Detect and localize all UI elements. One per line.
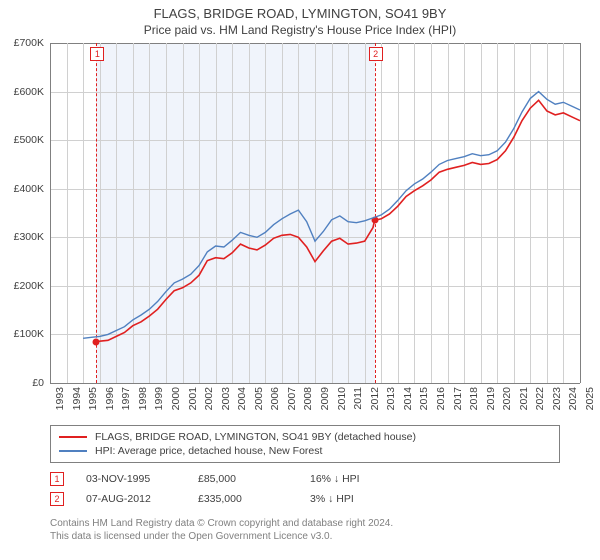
x-tick-label: 2014	[402, 387, 414, 410]
footer-line: Contains HM Land Registry data © Crown c…	[50, 517, 600, 530]
x-tick-label: 2004	[236, 387, 248, 410]
x-tick-label: 1998	[137, 387, 149, 410]
legend-label: HPI: Average price, detached house, New …	[95, 445, 322, 457]
x-tick-label: 2008	[302, 387, 314, 410]
x-tick-label: 2010	[336, 387, 348, 410]
y-tick-label: £0	[32, 377, 44, 389]
sale-price: £85,000	[198, 473, 288, 485]
sale-row: 1 03-NOV-1995 £85,000 16% ↓ HPI	[50, 469, 600, 489]
x-tick-label: 2016	[435, 387, 447, 410]
x-tick-label: 2000	[170, 387, 182, 410]
x-tick-label: 2025	[584, 387, 596, 410]
legend-swatch	[59, 450, 87, 452]
x-tick-label: 2007	[286, 387, 298, 410]
x-tick-label: 1999	[153, 387, 165, 410]
x-tick-label: 1997	[120, 387, 132, 410]
x-tick-label: 2024	[567, 387, 579, 410]
x-tick-label: 2019	[485, 387, 497, 410]
x-tick-label: 2023	[551, 387, 563, 410]
x-tick-label: 2018	[468, 387, 480, 410]
x-tick-label: 2012	[369, 387, 381, 410]
sale-date: 07-AUG-2012	[86, 493, 176, 505]
sale-marker-box: 2	[50, 492, 64, 506]
sale-price: £335,000	[198, 493, 288, 505]
sale-delta: 3% ↓ HPI	[310, 493, 400, 505]
sale-marker-box: 1	[50, 472, 64, 486]
y-tick-label: £300K	[14, 231, 44, 243]
x-tick-label: 2003	[220, 387, 232, 410]
sale-row: 2 07-AUG-2012 £335,000 3% ↓ HPI	[50, 489, 600, 509]
x-tick-label: 2002	[203, 387, 215, 410]
sale-events-table: 1 03-NOV-1995 £85,000 16% ↓ HPI 2 07-AUG-2012…	[50, 469, 600, 509]
y-tick-label: £100K	[14, 328, 44, 340]
x-tick-label: 2020	[501, 387, 513, 410]
x-tick-label: 2015	[418, 387, 430, 410]
x-tick-label: 2006	[269, 387, 281, 410]
legend-swatch	[59, 436, 87, 438]
x-tick-label: 2022	[534, 387, 546, 410]
gridline-h	[50, 383, 580, 384]
y-tick-label: £600K	[14, 86, 44, 98]
x-tick-label: 2005	[253, 387, 265, 410]
footer-line: This data is licensed under the Open Gov…	[50, 530, 600, 543]
line-series-svg	[50, 43, 580, 383]
x-tick-label: 1995	[87, 387, 99, 410]
x-tick-label: 1993	[54, 387, 66, 410]
y-tick-label: £700K	[14, 37, 44, 49]
y-tick-label: £200K	[14, 280, 44, 292]
sale-date: 03-NOV-1995	[86, 473, 176, 485]
sale-delta: 16% ↓ HPI	[310, 473, 400, 485]
y-tick-label: £400K	[14, 183, 44, 195]
x-tick-label: 1996	[104, 387, 116, 410]
series-line	[96, 100, 580, 341]
gridline-v	[580, 43, 581, 383]
attribution-footer: Contains HM Land Registry data © Crown c…	[50, 517, 600, 543]
series-line	[83, 92, 580, 339]
legend-box: FLAGS, BRIDGE ROAD, LYMINGTON, SO41 9BY …	[50, 425, 560, 463]
legend-row: HPI: Average price, detached house, New …	[59, 444, 551, 458]
chart-subtitle: Price paid vs. HM Land Registry's House …	[0, 21, 600, 43]
x-tick-label: 2011	[352, 387, 364, 410]
x-tick-label: 2001	[187, 387, 199, 410]
plot-area: £0£100K£200K£300K£400K£500K£600K£700K199…	[50, 43, 580, 383]
x-tick-label: 2013	[385, 387, 397, 410]
chart-container: FLAGS, BRIDGE ROAD, LYMINGTON, SO41 9BY …	[0, 0, 600, 560]
y-tick-label: £500K	[14, 134, 44, 146]
x-tick-label: 2017	[452, 387, 464, 410]
legend-row: FLAGS, BRIDGE ROAD, LYMINGTON, SO41 9BY …	[59, 430, 551, 444]
chart-title: FLAGS, BRIDGE ROAD, LYMINGTON, SO41 9BY	[0, 0, 600, 21]
legend-label: FLAGS, BRIDGE ROAD, LYMINGTON, SO41 9BY …	[95, 431, 416, 443]
x-tick-label: 2009	[319, 387, 331, 410]
x-tick-label: 2021	[518, 387, 530, 410]
x-tick-label: 1994	[71, 387, 83, 410]
